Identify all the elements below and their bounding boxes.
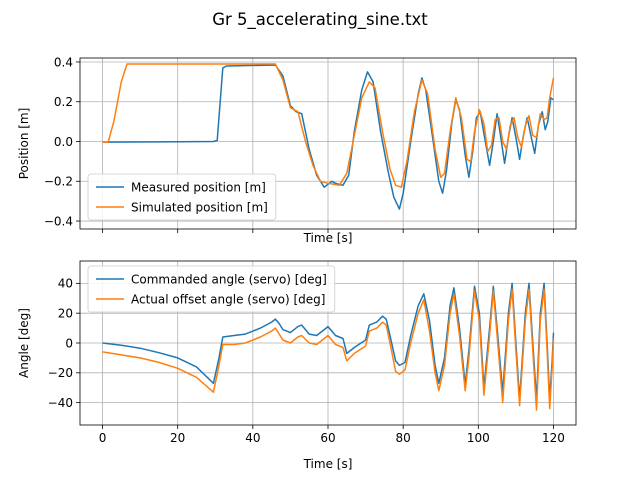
x-tick-label: 0 bbox=[99, 431, 107, 445]
y-axis-label: Angle [deg] bbox=[17, 308, 31, 378]
x-tick-label: 60 bbox=[320, 431, 335, 445]
series-line-2 bbox=[102, 288, 555, 411]
x-tick-label: 20 bbox=[170, 431, 185, 445]
y-tick-label: 40 bbox=[58, 277, 73, 291]
y-tick-label: 0.0 bbox=[54, 135, 73, 149]
figure-title: Gr 5_accelerating_sine.txt bbox=[212, 10, 428, 30]
x-tick-label: 40 bbox=[245, 431, 260, 445]
series-line-1 bbox=[102, 64, 554, 210]
panel-2: 0 20 40 60 80 100 120 −40 −20 0 20 40 Time [s] Angle … bbox=[17, 260, 577, 471]
legend-box bbox=[87, 173, 277, 221]
x-tick-label: 80 bbox=[396, 431, 411, 445]
legend-label: Actual offset angle (servo) [deg] bbox=[131, 292, 325, 306]
legend-label: Simulated position [m] bbox=[131, 200, 268, 214]
y-tick-label: 0.4 bbox=[54, 55, 73, 69]
x-tick-label: 120 bbox=[542, 431, 565, 445]
legend: Commanded angle (servo) [deg] Actual offs… bbox=[87, 265, 336, 313]
y-tick-label: 0.2 bbox=[54, 95, 73, 109]
legend: Measured position [m] Simulated position … bbox=[87, 173, 277, 221]
x-axis-label: Time [s] bbox=[303, 457, 353, 471]
y-tick-label: 0 bbox=[65, 336, 73, 350]
y-tick-label: −40 bbox=[48, 396, 73, 410]
y-axis-label: Position [m] bbox=[17, 108, 31, 180]
x-tick-label: 100 bbox=[467, 431, 490, 445]
x-axis-label: Time [s] bbox=[303, 231, 353, 245]
y-tick-label: 20 bbox=[58, 306, 73, 320]
legend-box bbox=[87, 265, 336, 313]
y-tick-label: −0.4 bbox=[44, 214, 73, 228]
legend-label: Commanded angle (servo) [deg] bbox=[131, 272, 327, 286]
series-line-2 bbox=[102, 63, 555, 188]
panel-1: −0.4 −0.2 0.0 0.2 0.4 Time [s] Position [m] Mea… bbox=[17, 55, 577, 245]
legend-label: Measured position [m] bbox=[131, 180, 266, 194]
y-tick-label: −20 bbox=[48, 366, 73, 380]
y-tick-label: −0.2 bbox=[44, 175, 73, 189]
